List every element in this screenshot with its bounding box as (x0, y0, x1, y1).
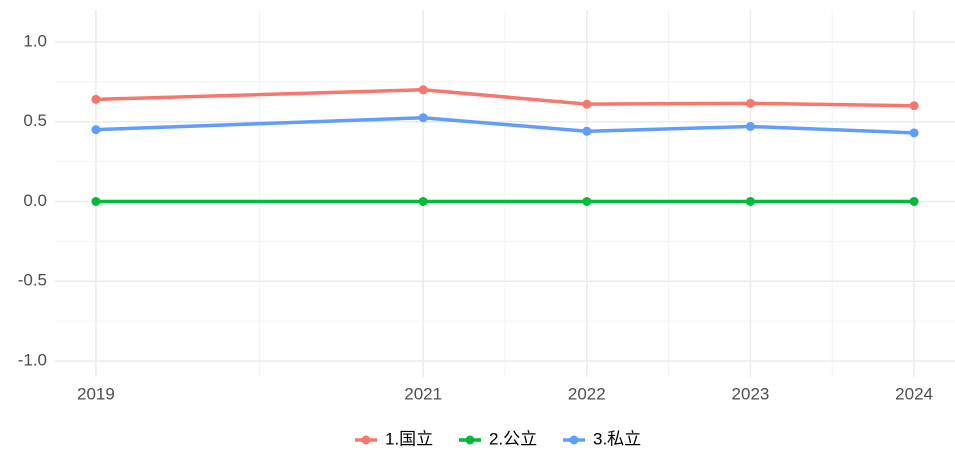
data-point (582, 126, 592, 136)
legend-key-point (361, 435, 371, 445)
y-tick-label: -0.5 (18, 271, 47, 290)
x-tick-label: 2019 (77, 384, 115, 403)
y-tick-label: -1.0 (18, 351, 47, 370)
legend-label: 1.国立 (385, 429, 433, 448)
data-point (418, 196, 428, 206)
data-point (745, 196, 755, 206)
legend: 1.国立 2.公立 3.私立 (355, 429, 641, 448)
y-tick-label: 0.0 (23, 191, 47, 210)
y-tick-label: 0.5 (23, 111, 47, 130)
y-tick-label: 1.0 (23, 31, 47, 50)
data-point (909, 128, 919, 138)
data-point (582, 196, 592, 206)
data-point (91, 94, 101, 104)
x-tick-label: 2021 (404, 384, 442, 403)
legend-key-point (569, 435, 579, 445)
data-point (582, 99, 592, 109)
x-tick-label: 2024 (895, 384, 933, 403)
data-point (745, 98, 755, 108)
data-point (909, 101, 919, 111)
x-tick-label: 2023 (732, 384, 770, 403)
legend-label: 2.公立 (489, 429, 537, 448)
data-point (91, 196, 101, 206)
x-tick-label: 2022 (568, 384, 606, 403)
data-point (745, 121, 755, 131)
data-point (909, 196, 919, 206)
data-point (91, 125, 101, 135)
data-point (418, 85, 428, 95)
legend-label: 3.私立 (593, 429, 641, 448)
data-point (418, 113, 428, 123)
legend-key-point (465, 435, 475, 445)
